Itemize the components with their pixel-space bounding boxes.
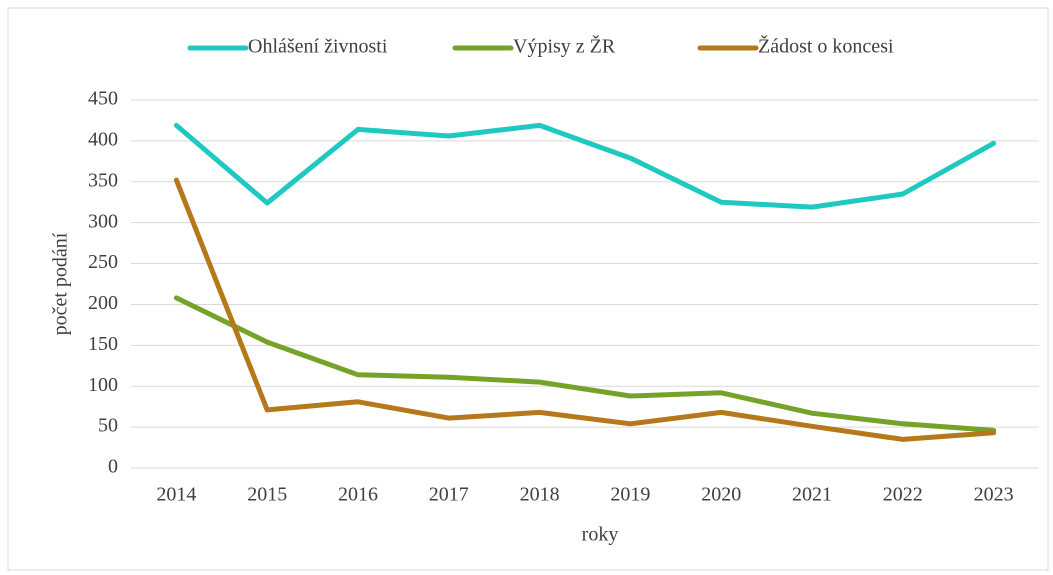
y-tick-label: 250 [88,251,118,273]
y-tick-label: 100 [88,374,118,396]
y-tick-label: 350 [88,169,118,191]
x-tick-label: 2017 [429,484,469,506]
y-tick-label: 50 [98,415,118,437]
y-tick-label: 450 [88,88,118,110]
y-axis-title: počet podání [50,232,72,335]
legend-label: Žádost o koncesi [758,35,894,58]
x-tick-label: 2023 [974,484,1014,506]
series-line [173,177,997,442]
legend-label: Výpisy z ŽR [513,35,616,58]
x-tick-label: 2016 [338,484,378,506]
x-tick-label: 2015 [247,484,287,506]
x-tick-label: 2019 [610,484,650,506]
y-tick-label: 300 [88,210,118,232]
x-tick-label: 2022 [883,484,923,506]
series-line [173,295,997,433]
x-axis-title: roky [582,524,619,546]
y-tick-label: 0 [108,456,118,478]
y-tick-label: 400 [88,128,118,150]
x-tick-label: 2014 [156,484,196,506]
x-tick-label: 2021 [792,484,832,506]
x-tick-label: 2018 [520,484,560,506]
chart-border [7,7,1049,571]
x-tick-label: 2020 [701,484,741,506]
legend-label: Ohlášení živnosti [248,36,388,58]
series-line [173,122,997,210]
y-tick-label: 200 [88,292,118,314]
y-tick-label: 150 [88,333,118,355]
